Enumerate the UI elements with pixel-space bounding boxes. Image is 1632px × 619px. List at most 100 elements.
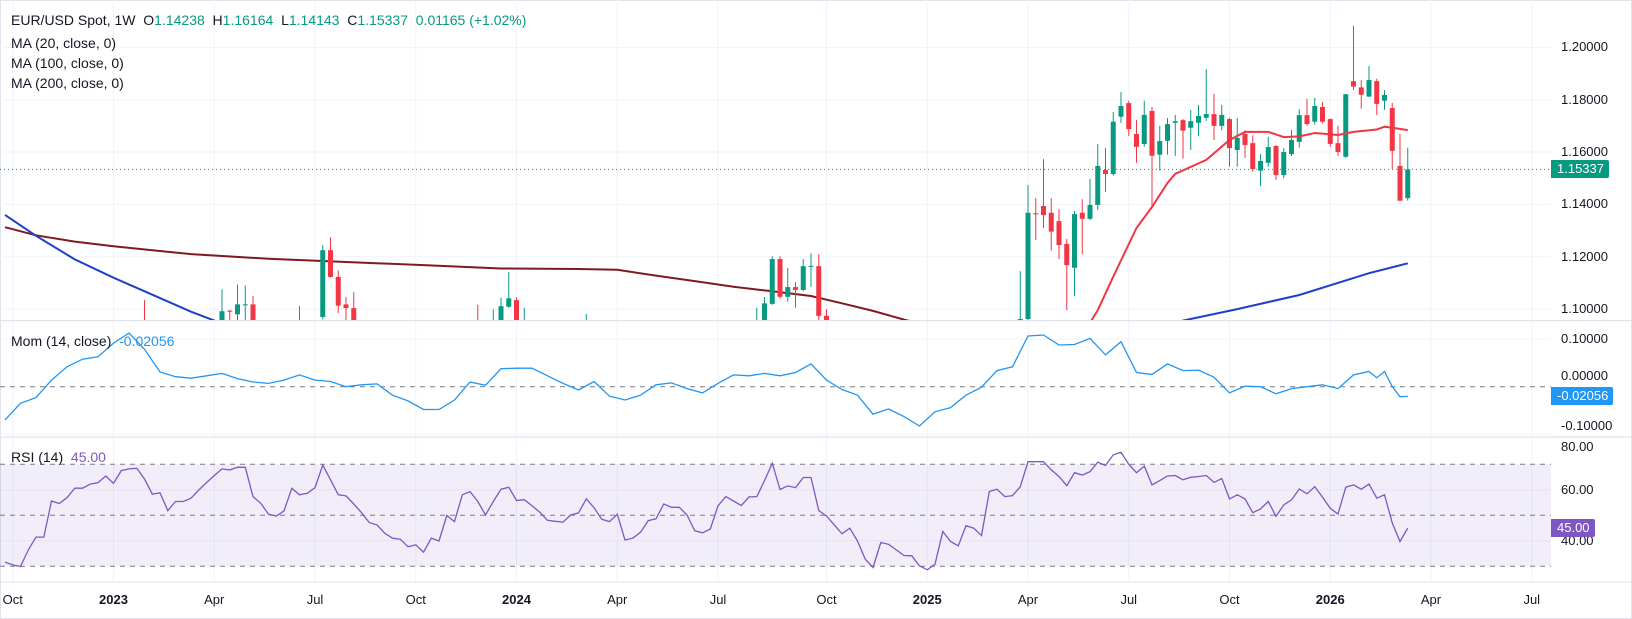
candle-up: [1087, 179, 1093, 221]
time-axis-label: Oct: [405, 592, 426, 607]
candle-down: [1180, 119, 1186, 159]
ma100-legend[interactable]: MA (100, close, 0): [11, 55, 124, 71]
candle-body: [1219, 114, 1225, 126]
candle-up: [1296, 109, 1302, 148]
time-axis-label: Apr: [607, 592, 628, 607]
candle-down: [1304, 98, 1310, 126]
candle-down: [824, 309, 829, 321]
candle-up: [506, 272, 512, 308]
ma100-line: [4, 214, 1409, 321]
candle-up: [756, 307, 758, 321]
price-axis-label: 1.18000: [1561, 91, 1608, 107]
candle-down: [1211, 93, 1217, 141]
candle-body: [1149, 110, 1155, 156]
symbol-legend: EUR/USD Spot, 1W O1.14238 H1.16164 L1.14…: [11, 11, 526, 29]
candle-body: [824, 315, 829, 321]
candle-down: [328, 237, 333, 278]
candle-body: [769, 259, 775, 304]
momentum-axis-label: -0.10000: [1561, 418, 1613, 434]
rsi-pane: [0, 451, 1551, 571]
candle-body: [1389, 108, 1395, 151]
rsi-axis-label: 60.00: [1561, 481, 1594, 497]
candle-body: [1250, 143, 1256, 170]
grid: [0, 0, 1551, 582]
momentum-pane: [0, 332, 1551, 427]
candle-down: [250, 295, 256, 321]
candle-body: [343, 304, 349, 309]
rsi-legend[interactable]: RSI (14) 45.00: [11, 448, 106, 466]
candle-down: [1242, 130, 1248, 158]
candle-body: [1327, 119, 1333, 144]
candle-down: [1149, 107, 1155, 207]
high-label: H: [212, 12, 223, 28]
candle-up: [1289, 130, 1294, 156]
candle-down: [777, 256, 783, 299]
candle-up: [1234, 118, 1240, 167]
candle-body: [1242, 133, 1248, 145]
candle-body: [1126, 103, 1132, 130]
candle-body: [1172, 121, 1178, 123]
time-axis-label: Apr: [204, 592, 225, 607]
candle-up: [1343, 93, 1349, 158]
symbol-title[interactable]: EUR/USD Spot, 1W: [11, 12, 136, 28]
candle-body: [777, 259, 783, 297]
ma20-legend[interactable]: MA (20, close, 0): [11, 35, 117, 51]
candle-down: [1064, 238, 1070, 311]
candle-up: [1405, 147, 1411, 201]
candle-body: [250, 304, 256, 321]
candle-up: [1219, 104, 1225, 131]
candle-up: [1141, 100, 1147, 147]
candle-up: [1165, 118, 1170, 155]
candle-body: [1358, 87, 1364, 95]
candle-body: [514, 300, 519, 321]
candle-down: [1250, 135, 1256, 172]
candle-body: [1072, 214, 1077, 268]
rsi-axis-label: 80.00: [1561, 438, 1594, 454]
candle-down: [299, 305, 300, 321]
candle-body: [1041, 205, 1046, 216]
time-axis-label: 2024: [502, 592, 531, 607]
candle-body: [351, 308, 357, 321]
ma200-legend[interactable]: MA (200, close, 0): [11, 75, 124, 91]
candle-body: [1374, 81, 1380, 104]
momentum-legend[interactable]: Mom (14, close) -0.02056: [11, 332, 174, 350]
candle-down: [1227, 117, 1232, 167]
candle-body: [235, 304, 240, 315]
candle-down: [1397, 133, 1403, 201]
time-axis-label: 2023: [99, 592, 128, 607]
candle-down: [351, 292, 357, 321]
candle-body: [1227, 119, 1232, 149]
candle-up: [1382, 90, 1387, 110]
candle-body: [1188, 121, 1194, 128]
candle-up: [219, 289, 225, 321]
candle-body: [1405, 169, 1411, 199]
momentum-line: [4, 332, 1408, 427]
candle-body: [1025, 212, 1031, 320]
high-value: 1.16164: [222, 12, 274, 28]
candle-body: [328, 250, 333, 277]
time-axis-label: Oct: [1219, 592, 1240, 607]
candle-body: [242, 304, 248, 306]
candle-up: [498, 297, 504, 321]
candle-up: [769, 256, 775, 305]
candle-body: [816, 266, 822, 316]
candle-down: [1079, 199, 1085, 255]
candle-body: [320, 250, 326, 317]
candle-body: [1335, 143, 1341, 153]
ma20-line: [1090, 125, 1408, 321]
candle-up: [1072, 210, 1077, 297]
candle-down: [1351, 25, 1356, 91]
candle-up: [1196, 104, 1201, 136]
candle-body: [1118, 105, 1124, 117]
candle-up: [1025, 185, 1031, 321]
candle-down: [1103, 148, 1108, 192]
candle-body: [1343, 94, 1349, 157]
time-axis-label: Oct: [816, 592, 837, 607]
candle-up: [785, 267, 791, 302]
candle-up: [320, 245, 326, 320]
candle-body: [762, 303, 767, 321]
candle-down: [1273, 145, 1279, 181]
candle-down: [1033, 198, 1039, 240]
candle-up: [1017, 271, 1023, 321]
